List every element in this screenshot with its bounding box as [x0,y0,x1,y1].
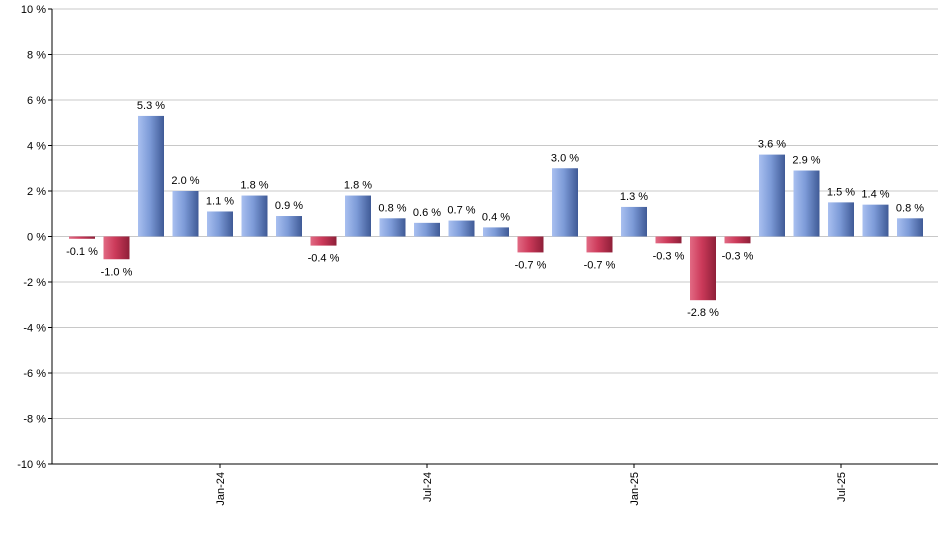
y-tick-label: -2 % [23,277,46,289]
bar-value-label: 1.3 % [620,191,648,203]
x-tick-label: Jan-25 [629,472,641,506]
bar-value-label: 0.8 % [378,202,406,214]
x-tick-label: Jan-24 [215,472,227,506]
bar [517,236,544,253]
y-tick-label: -4 % [23,323,46,335]
y-tick-label: 2 % [27,186,46,198]
bar [69,236,95,239]
bar-value-label: 0.6 % [413,207,441,219]
bar [621,206,647,237]
bar [897,218,923,237]
bar [276,216,302,237]
bar-value-label: 1.8 % [240,180,268,192]
bar [655,236,682,244]
bar [414,222,440,237]
bar-value-label: -2.8 % [687,307,719,319]
bar-value-label: -0.4 % [308,253,340,265]
x-tick-label: Jul-25 [836,472,848,502]
bar-value-label: 3.0 % [551,152,579,164]
bar-value-label: -0.3 % [722,250,754,262]
bar [241,195,268,237]
y-tick-label: -6 % [23,368,46,380]
bar [448,220,475,237]
bar-value-label: 3.6 % [758,139,786,151]
bar [207,211,233,237]
bar [552,168,578,237]
bar-value-label: 0.9 % [275,200,303,212]
bars [69,115,923,301]
bar [793,170,820,237]
bar-value-label: 1.8 % [344,180,372,192]
bar-value-label: 0.4 % [482,211,510,223]
bar-value-label: 0.8 % [896,202,924,214]
x-tick-label: Jul-24 [422,472,434,502]
bar-value-label: 5.3 % [137,100,165,112]
bar-value-label: 1.5 % [827,186,855,198]
bar [103,236,130,260]
bar-value-label: 2.0 % [171,175,199,187]
y-tick-label: 0 % [27,232,46,244]
bar [828,202,854,237]
bar-value-label: -1.0 % [101,266,133,278]
y-tick-label: 8 % [27,50,46,62]
bar-value-label: 2.9 % [792,155,820,167]
bar [310,236,337,246]
y-tick-label: -8 % [23,414,46,426]
bar [724,236,751,244]
y-tick-label: 4 % [27,141,46,153]
bar-value-label: -0.1 % [66,246,98,258]
bar [690,236,716,301]
data-labels: -0.1 %-1.0 % 5.3 % 2.0 % 1.1 % 1.8 % 0.9 % -0.… [66,100,924,319]
bar [379,218,406,237]
bar-value-label: 1.4 % [861,189,889,201]
y-tick-label: 10 % [21,4,46,16]
bar [172,191,199,237]
bar [586,236,613,253]
bar [138,115,164,237]
bar-value-label: 0.7 % [447,205,475,217]
bar-value-label: -0.7 % [515,259,547,271]
bar-value-label: -0.3 % [653,250,685,262]
bar [483,227,509,237]
bar [345,195,371,237]
y-tick-label: 6 % [27,95,46,107]
bar-value-label: -0.7 % [584,259,616,271]
bar [862,204,889,237]
bar [759,154,785,237]
bar-value-label: 1.1 % [206,195,234,207]
y-tick-label: -10 % [17,459,46,471]
axes: 10 % 8 % 6 % 4 % 2 % 0 % -2 % -4 % -6 % -8 % -10 %… [17,4,938,506]
